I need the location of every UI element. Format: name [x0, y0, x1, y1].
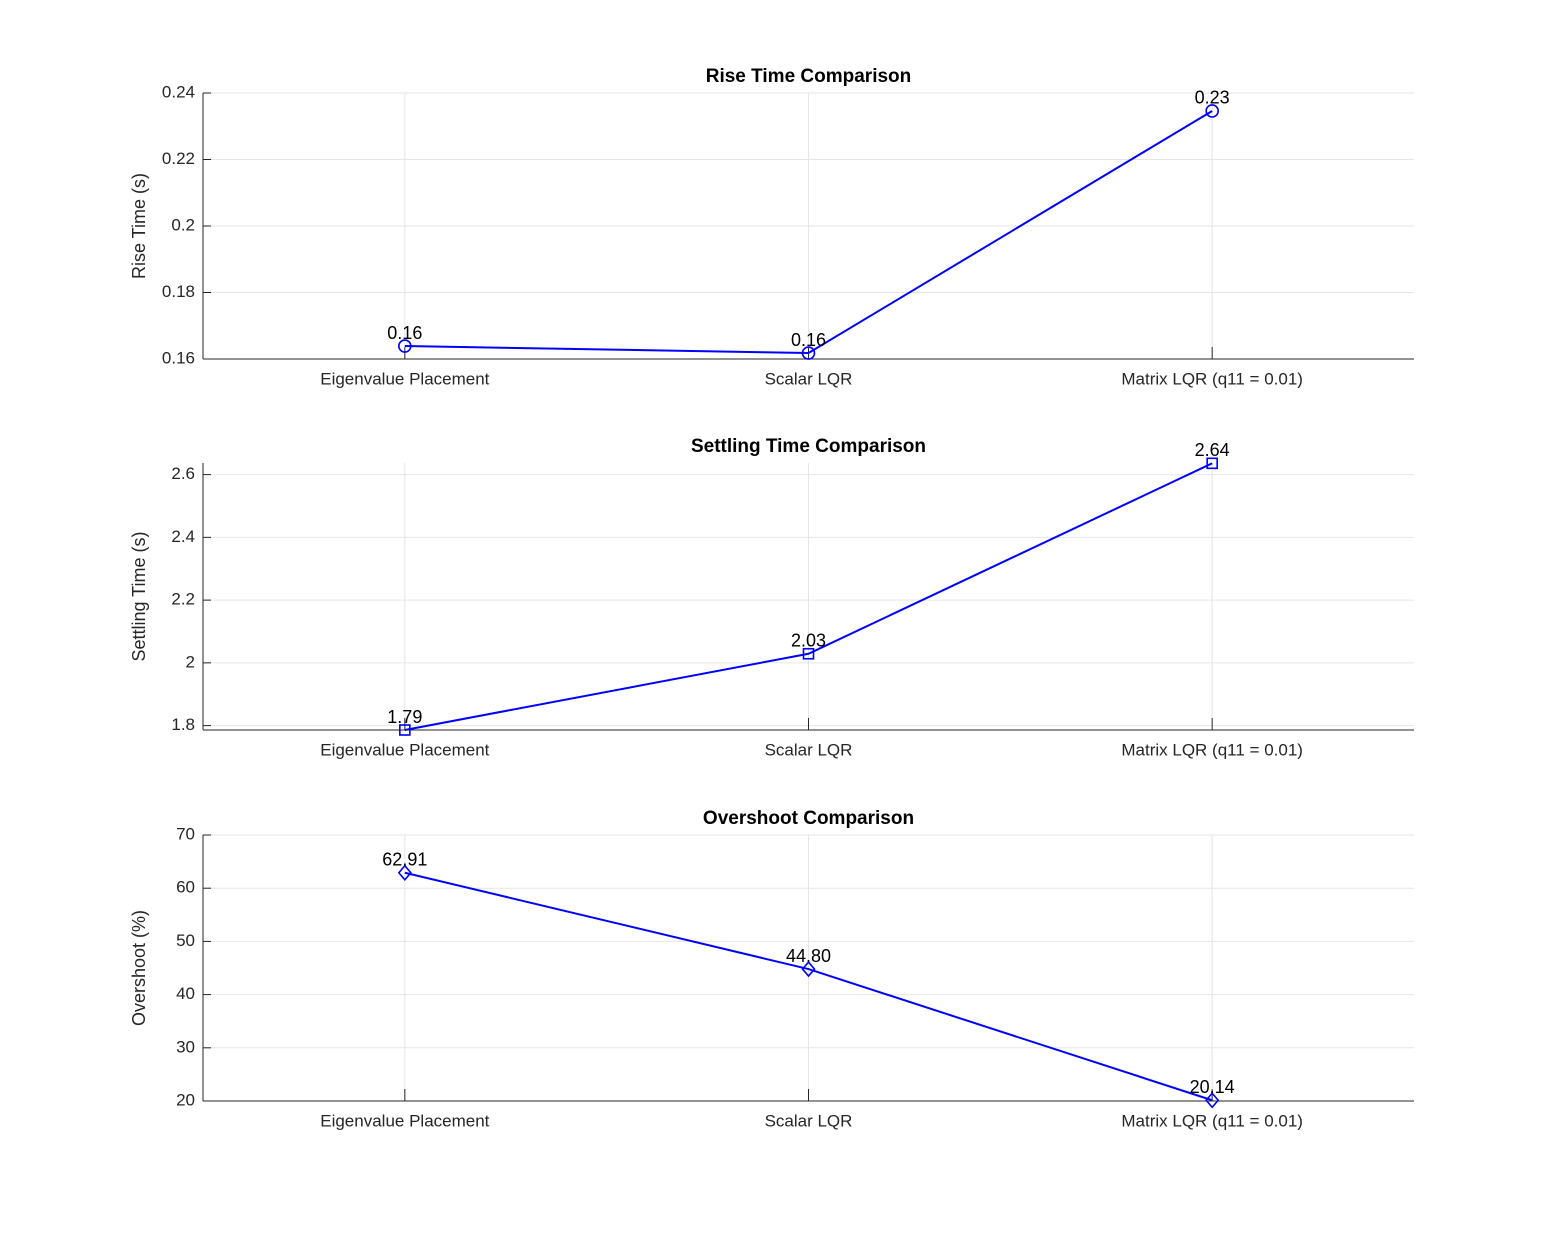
x-tick-label: Eigenvalue Placement — [320, 1111, 489, 1130]
y-tick-label: 2.4 — [171, 527, 195, 546]
y-tick-label: 20 — [176, 1090, 195, 1109]
data-label: 0.23 — [1195, 88, 1230, 108]
y-tick-label: 70 — [176, 824, 195, 843]
data-label: 62.91 — [382, 849, 427, 869]
x-tick-label: Matrix LQR (q11 = 0.01) — [1121, 740, 1303, 759]
marker — [397, 864, 412, 881]
y-tick-label: 50 — [176, 931, 195, 950]
chart-title: Settling Time Comparison — [691, 436, 926, 457]
data-line — [404, 110, 1213, 355]
y-tick-label: 0.18 — [162, 282, 195, 301]
y-tick-label: 2.2 — [171, 590, 195, 609]
data-label: 0.16 — [387, 323, 422, 343]
x-tick-label: Eigenvalue Placement — [320, 740, 489, 759]
y-tick-label: 0.2 — [171, 215, 195, 234]
y-tick-label: 60 — [176, 878, 195, 897]
y-tick-label: 40 — [176, 984, 195, 1003]
chart-title: Overshoot Comparison — [703, 808, 914, 829]
marker — [1206, 457, 1218, 470]
marker — [398, 339, 412, 353]
y-tick-label: 2.6 — [171, 464, 195, 483]
data-label: 2.03 — [791, 631, 826, 651]
y-axis-label: Settling Time (s) — [129, 531, 149, 661]
marker — [399, 724, 411, 736]
y-tick-label: 2 — [186, 652, 195, 671]
data-label: 0.16 — [791, 330, 826, 350]
data-label: 20.14 — [1190, 1077, 1235, 1097]
data-label: 44.80 — [786, 946, 831, 966]
data-label: 1.79 — [387, 707, 422, 727]
marker — [1205, 1092, 1220, 1109]
marker — [801, 960, 816, 978]
marker — [802, 647, 815, 660]
x-tick-label: Scalar LQR — [765, 740, 853, 759]
data-line — [404, 462, 1213, 731]
y-tick-label: 0.22 — [162, 149, 195, 168]
x-tick-label: Matrix LQR (q11 = 0.01) — [1121, 1111, 1303, 1130]
y-tick-label: 30 — [176, 1037, 195, 1056]
chart-title: Rise Time Comparison — [706, 66, 912, 87]
y-axis-label: Overshoot (%) — [129, 910, 149, 1026]
y-tick-label: 1.8 — [171, 715, 195, 734]
y-axis-label: Rise Time (s) — [129, 173, 149, 279]
x-tick-label: Eigenvalue Placement — [320, 369, 489, 388]
x-tick-label: Matrix LQR (q11 = 0.01) — [1121, 369, 1303, 388]
marker — [801, 346, 816, 360]
y-tick-label: 0.24 — [162, 82, 195, 101]
data-line — [404, 871, 1213, 1102]
data-label: 2.64 — [1195, 440, 1230, 460]
y-tick-label: 0.16 — [162, 348, 195, 367]
x-tick-label: Scalar LQR — [765, 1111, 853, 1130]
marker — [1205, 104, 1219, 118]
x-tick-label: Scalar LQR — [765, 369, 853, 388]
